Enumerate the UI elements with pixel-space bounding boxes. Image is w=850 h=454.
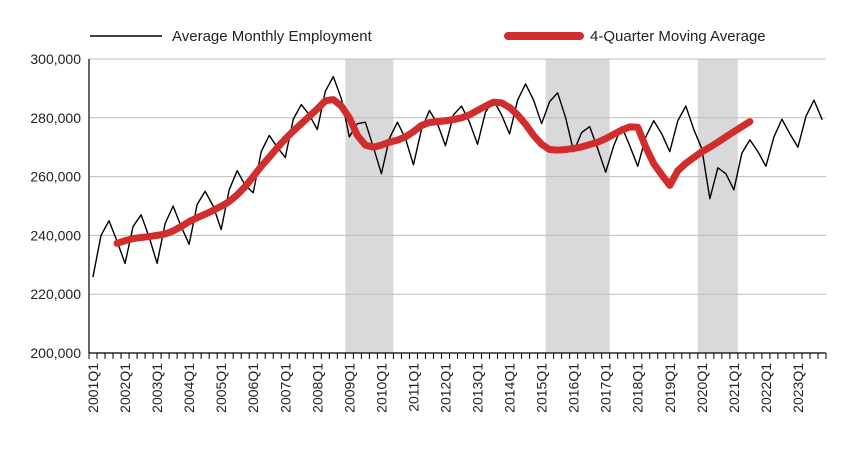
y-tick-label: 200,000: [30, 345, 81, 361]
axes: 200,000 220,000 240,000 260,000 280,000 300,0…: [30, 51, 827, 413]
recession-band-2: [545, 59, 610, 353]
recession-band-1: [345, 59, 394, 353]
x-tick-label: 2005Q1: [213, 363, 229, 413]
legend-label-employment: Average Monthly Employment: [172, 28, 373, 45]
x-tick-label: 2014Q1: [502, 363, 518, 413]
y-tick-label: 220,000: [30, 286, 81, 302]
y-tick-label: 280,000: [30, 110, 81, 126]
y-tick-label: 240,000: [30, 227, 81, 243]
y-tick-label: 300,000: [30, 51, 81, 67]
x-tick-label: 2001Q1: [85, 363, 101, 413]
x-tick-label: 2006Q1: [245, 363, 261, 413]
x-tick-label: 2009Q1: [341, 363, 357, 413]
moving-average-line: [113, 96, 754, 247]
x-tick-label: 2003Q1: [149, 363, 165, 413]
y-tick-label: 260,000: [30, 169, 81, 185]
x-tick-label: 2011Q1: [405, 363, 421, 412]
x-tick-label: 2017Q1: [598, 363, 614, 413]
x-tick-label: 2018Q1: [630, 363, 646, 413]
x-tick-label: 2002Q1: [117, 363, 133, 413]
x-tick-label: 2004Q1: [181, 363, 197, 413]
legend-label-moving-average: 4-Quarter Moving Average: [590, 28, 766, 45]
x-tick-label: 2019Q1: [662, 363, 678, 413]
recession-band-3: [697, 59, 738, 353]
x-tick-label: 2010Q1: [373, 363, 389, 413]
x-tick-label: 2016Q1: [566, 363, 582, 413]
series-lines: [92, 75, 823, 278]
x-tick-label: 2021Q1: [726, 363, 742, 413]
gridlines: [89, 58, 826, 295]
x-tick-label: 2020Q1: [694, 363, 710, 413]
recession-shading: [345, 59, 738, 353]
x-tick-label: 2012Q1: [437, 363, 453, 413]
x-tick-label: 2015Q1: [534, 363, 550, 413]
x-tick-label: 2022Q1: [758, 363, 774, 413]
x-tick-label: 2008Q1: [309, 363, 325, 413]
x-tick-label: 2023Q1: [790, 363, 806, 413]
legend: Average Monthly Employment 4-Quarter Mov…: [90, 28, 766, 45]
x-tick-label: 2013Q1: [470, 363, 486, 413]
x-tick-label: 2007Q1: [277, 363, 293, 413]
